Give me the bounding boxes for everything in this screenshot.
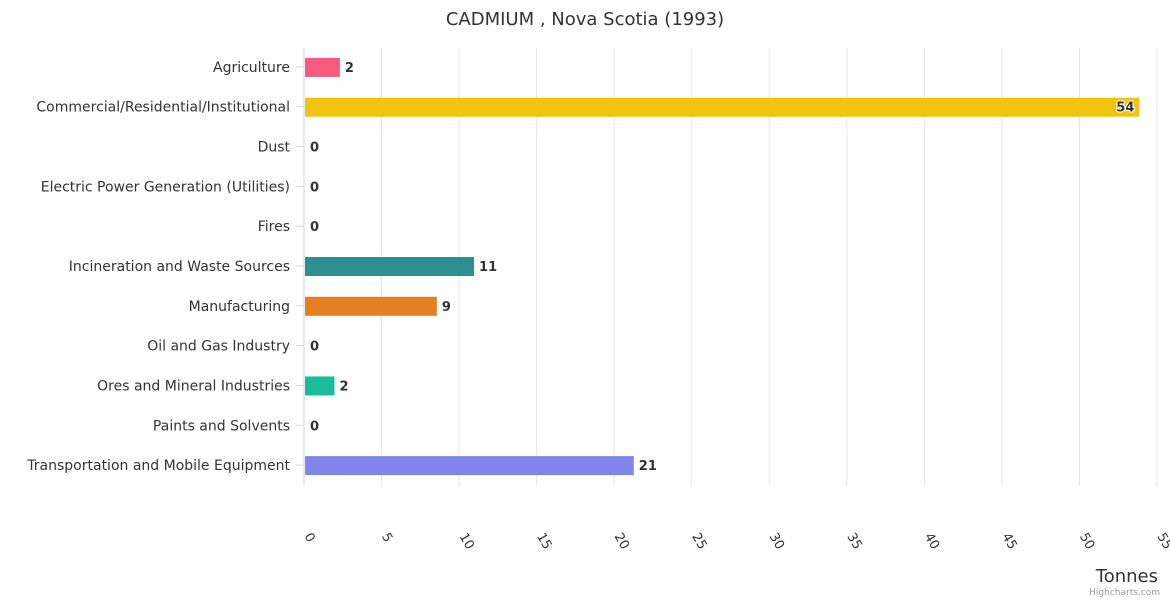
category-label: Ores and Mineral Industries bbox=[97, 378, 290, 394]
data-label: 2 bbox=[345, 61, 354, 76]
x-axis-title: Tonnes bbox=[1095, 566, 1158, 587]
bar bbox=[305, 57, 340, 77]
credits-link[interactable]: Highcharts.com bbox=[1089, 588, 1160, 598]
bar bbox=[305, 296, 437, 316]
category-label: Dust bbox=[258, 140, 291, 156]
bar bbox=[305, 97, 1140, 117]
x-tick-label: 15 bbox=[533, 531, 554, 553]
data-label: 0 bbox=[310, 340, 319, 355]
data-label: 0 bbox=[310, 220, 319, 235]
data-label: 21 bbox=[639, 459, 657, 474]
category-label: Electric Power Generation (Utilities) bbox=[41, 179, 290, 195]
x-tick-label: 0 bbox=[301, 531, 318, 546]
bar bbox=[305, 376, 335, 396]
bar bbox=[305, 456, 634, 476]
x-tick-label: 25 bbox=[688, 531, 709, 553]
x-tick-label: 30 bbox=[766, 531, 787, 553]
x-tick-label: 10 bbox=[456, 531, 477, 553]
chart-title: CADMIUM , Nova Scotia (1993) bbox=[446, 9, 724, 30]
x-tick-label: 35 bbox=[843, 531, 864, 553]
category-label: Paints and Solvents bbox=[153, 418, 290, 434]
x-tick-label: 5 bbox=[378, 531, 395, 546]
bar bbox=[305, 257, 475, 276]
data-label: 0 bbox=[310, 180, 319, 195]
category-label: Agriculture bbox=[213, 60, 290, 76]
category-label: Fires bbox=[258, 219, 290, 235]
data-label: 2 bbox=[339, 379, 348, 394]
category-label: Incineration and Waste Sources bbox=[69, 259, 290, 275]
x-tick-label: 40 bbox=[921, 531, 942, 553]
category-label: Transportation and Mobile Equipment bbox=[26, 458, 290, 474]
x-tick-label: 55 bbox=[1154, 531, 1170, 553]
category-label: Commercial/Residential/Institutional bbox=[36, 100, 290, 116]
x-tick-label: 45 bbox=[998, 531, 1019, 553]
x-tick-label: 50 bbox=[1076, 531, 1097, 553]
data-label: 54 bbox=[1116, 101, 1134, 116]
data-label: 0 bbox=[310, 419, 319, 434]
data-label: 9 bbox=[442, 300, 451, 315]
category-label: Manufacturing bbox=[189, 299, 290, 315]
x-tick-label: 20 bbox=[611, 531, 632, 553]
data-label: 0 bbox=[310, 141, 319, 156]
data-label: 11 bbox=[479, 260, 497, 275]
category-label: Oil and Gas Industry bbox=[147, 339, 290, 355]
